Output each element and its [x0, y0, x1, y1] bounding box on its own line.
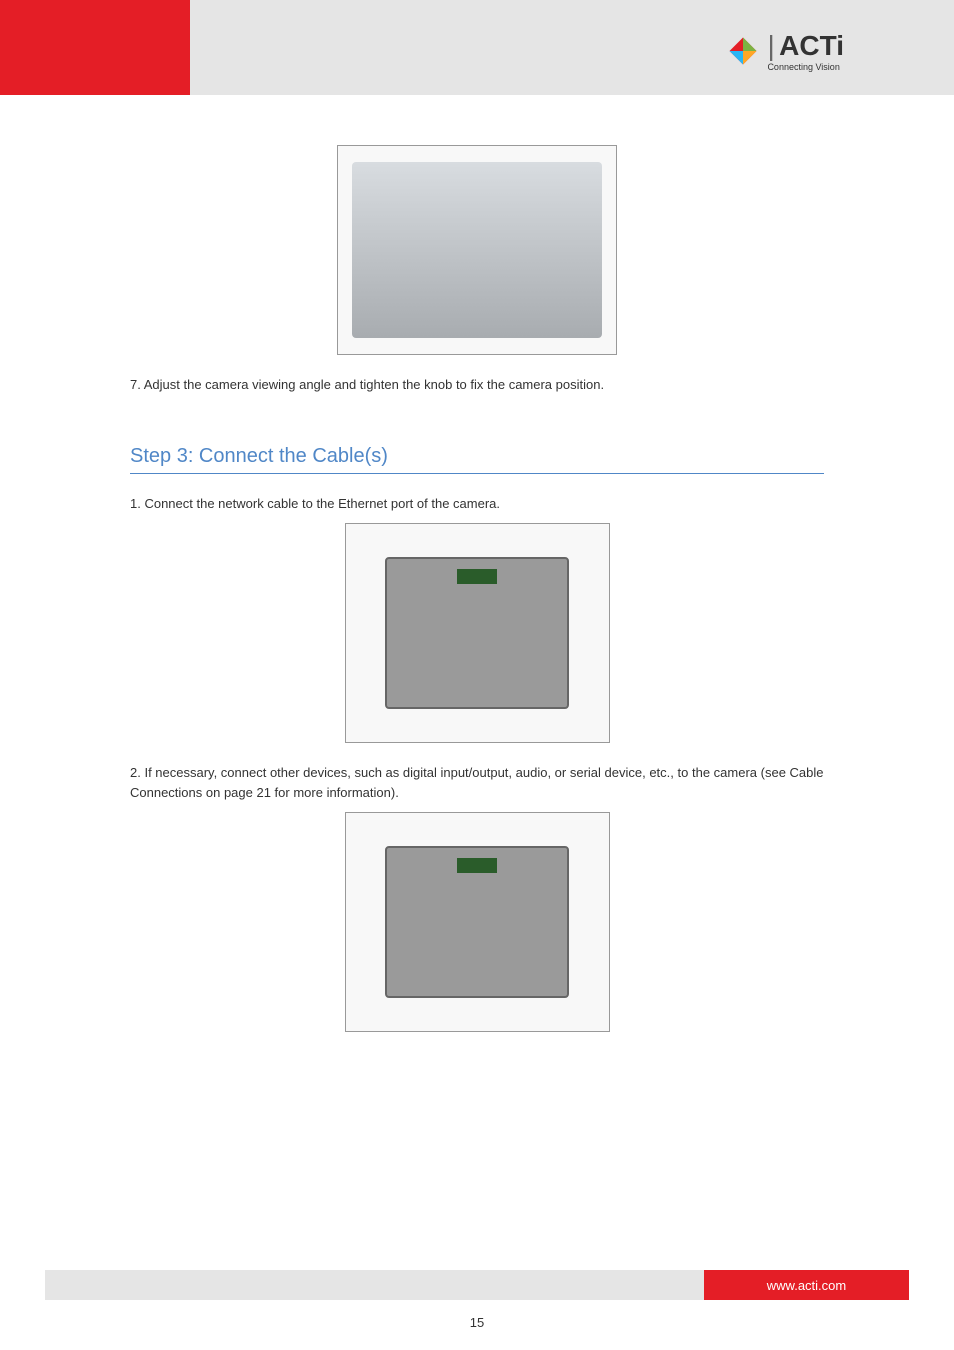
logo-container: | ACTi Connecting Vision	[725, 30, 844, 72]
step-2-text: 2. If necessary, connect other devices, …	[130, 763, 824, 802]
section-divider	[130, 473, 824, 474]
logo-tagline: Connecting Vision	[767, 62, 844, 72]
footer-url: www.acti.com	[704, 1270, 909, 1300]
step-2-line1: 2. If necessary, connect other devices, …	[130, 765, 674, 780]
connector-illustration-1	[457, 569, 497, 584]
footer-grey-block	[45, 1270, 704, 1300]
logo-text-block: | ACTi Connecting Vision	[767, 30, 844, 72]
camera-illustration	[352, 162, 602, 339]
camera-back-illustration-1	[385, 557, 569, 710]
step-1-text: 1. Connect the network cable to the Ethe…	[130, 494, 824, 514]
image-camera-angle-adjust	[337, 145, 617, 355]
page-header: | ACTi Connecting Vision	[0, 0, 954, 95]
page-number: 15	[470, 1315, 484, 1330]
connector-illustration-2	[457, 858, 497, 873]
page-footer: www.acti.com	[45, 1270, 909, 1300]
logo-brand: ACTi	[779, 30, 844, 61]
page-content: 7. Adjust the camera viewing angle and t…	[0, 95, 954, 1032]
step-7-text: 7. Adjust the camera viewing angle and t…	[130, 375, 824, 395]
section-title-step3: Step 3: Connect the Cable(s)	[130, 445, 824, 468]
acti-logo-icon	[725, 33, 761, 69]
image-ethernet-connected	[345, 523, 610, 743]
camera-back-illustration-2	[385, 846, 569, 999]
header-red-block	[0, 0, 190, 95]
image-io-connected	[345, 812, 610, 1032]
logo-separator: |	[767, 30, 774, 61]
